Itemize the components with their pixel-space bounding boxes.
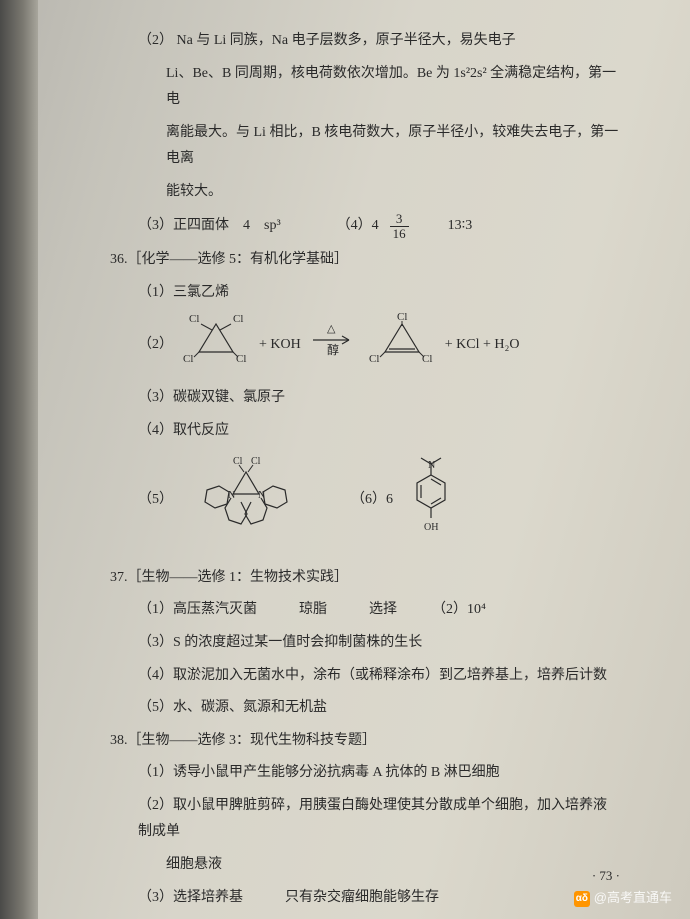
q36-5-structure: Cl Cl N N <box>181 450 311 551</box>
q37-3: （3）S 的浓度超过某一值时会抑制菌株的生长 <box>110 630 620 657</box>
fraction-3-16: 3 16 <box>390 212 409 242</box>
svg-text:OH: OH <box>424 522 438 533</box>
q36-head: 36.［化学——选修 5：有机化学基础］ <box>110 247 620 274</box>
reaction-arrow: △ 醇 <box>309 320 359 371</box>
q35-2-text1: Na 与 Li 同族，Na 电子层数多，原子半径大，易失电子 <box>177 33 516 48</box>
q37-head: 37.［生物——选修 1：生物技术实践］ <box>110 565 620 592</box>
weibo-icon: αδ <box>574 891 590 907</box>
q35-4-label: （4）4 <box>337 213 379 240</box>
svg-text:△: △ <box>327 323 336 335</box>
watermark-text: @高考直通车 <box>594 886 672 911</box>
q35-2-label: （2） <box>138 33 173 48</box>
q36-3: （3）碳碳双键、氯原子 <box>110 385 620 412</box>
q38-2a: （2）取小鼠甲脾脏剪碎，用胰蛋白酶处理使其分散成单个细胞，加入培养液制成单 <box>110 793 620 846</box>
cl-label: Cl <box>189 313 199 325</box>
q38-head: 38.［生物——选修 3：现代生物科技专题］ <box>110 728 620 755</box>
q36-5-6-row: （5） Cl Cl N N <box>110 450 620 551</box>
q36-2-label: （2） <box>138 332 173 359</box>
q37-5: （5）水、碳源、氮源和无机盐 <box>110 695 620 722</box>
cl-label: Cl <box>183 353 193 365</box>
q36-2-equation: （2） Cl Cl Cl Cl + KOH <box>110 312 620 379</box>
q36-6-label: （6）6 <box>351 487 393 514</box>
svg-text:N: N <box>428 460 435 471</box>
plus-koh: + KOH <box>259 332 301 359</box>
cl-label: Cl <box>236 353 246 365</box>
cl-label: Cl <box>422 353 432 365</box>
page-number: · 73 · <box>592 864 620 889</box>
watermark: αδ @高考直通车 <box>574 886 672 911</box>
q38-1: （1）诱导小鼠甲产生能够分泌抗病毒 A 抗体的 B 淋巴细胞 <box>110 760 620 787</box>
q38-3a: （3）选择培养基 只有杂交瘤细胞能够生存 <box>110 885 620 912</box>
q36-6-structure: N OH <box>401 450 461 551</box>
q37-4: （4）取淤泥加入无菌水中，涂布（或稀释涂布）到乙培养基上，培养后计数 <box>110 663 620 690</box>
q36-1: （1）三氯乙烯 <box>110 280 620 307</box>
product-structure: Cl Cl Cl <box>367 312 437 379</box>
q35-2-line4: 能较大。 <box>110 179 620 206</box>
q36-4: （4）取代反应 <box>110 418 620 445</box>
reactant-structure: Cl Cl Cl Cl <box>181 312 251 379</box>
q35-3-4-row: （3）正四面体 4 sp³ （4）4 3 16 13∶3 <box>110 212 620 242</box>
cl-label: Cl <box>369 353 379 365</box>
cl-label: Cl <box>233 313 243 325</box>
q35-2-line3: 离能最大。与 Li 相比，B 核电荷数大，原子半径小，较难失去电子，第一电离 <box>110 120 620 173</box>
q36-5-label: （5） <box>138 487 173 514</box>
svg-text:Cl: Cl <box>233 456 243 467</box>
q35-3-text: （3）正四面体 4 sp³ <box>138 213 281 240</box>
svg-text:醇: 醇 <box>327 342 339 357</box>
q35-2-line1: （2） Na 与 Li 同族，Na 电子层数多，原子半径大，易失电子 <box>110 28 620 55</box>
q38-2b: 细胞悬液 <box>110 852 620 879</box>
exam-answer-page: （2） Na 与 Li 同族，Na 电子层数多，原子半径大，易失电子 Li、Be… <box>0 0 690 919</box>
q37-1-2: （1）高压蒸汽灭菌 琼脂 选择 （2）10⁴ <box>110 597 620 624</box>
plus-kcl-h2o: + KCl + H₂O <box>445 332 520 359</box>
q35-2-line2: Li、Be、B 同周期，核电荷数依次增加。Be 为 1s²2s² 全满稳定结构，… <box>110 61 620 114</box>
q35-4-ratio: 13∶3 <box>448 213 473 240</box>
